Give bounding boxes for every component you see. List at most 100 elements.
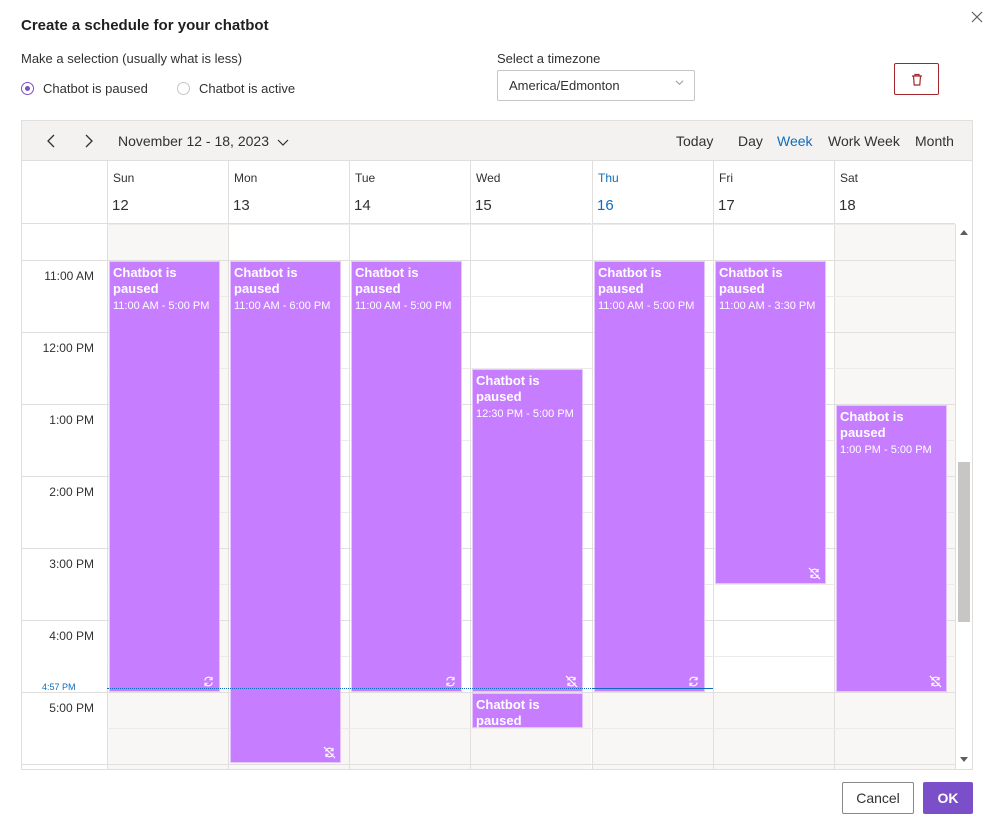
day-number: 16 bbox=[597, 197, 614, 214]
radio-unchecked-icon bbox=[177, 82, 190, 95]
day-header-sat[interactable]: Sat 18 bbox=[834, 161, 955, 224]
day-column[interactable] bbox=[349, 224, 470, 769]
delete-button[interactable] bbox=[894, 63, 939, 95]
day-header-tue[interactable]: Tue 14 bbox=[349, 161, 470, 224]
close-icon[interactable] bbox=[968, 8, 986, 26]
cancel-button[interactable]: Cancel bbox=[842, 782, 914, 814]
event-time: 11:00 AM - 3:30 PM bbox=[719, 300, 816, 312]
day-column[interactable] bbox=[470, 224, 591, 769]
schedule-event[interactable]: Chatbot is paused 12:30 PM - 5:00 PM bbox=[472, 369, 583, 692]
ok-button[interactable]: OK bbox=[923, 782, 973, 814]
event-title: Chatbot is paused bbox=[719, 265, 783, 296]
header-corner bbox=[22, 161, 107, 224]
day-number: 13 bbox=[233, 197, 250, 214]
vertical-scrollbar[interactable] bbox=[957, 224, 972, 769]
timezone-label: Select a timezone bbox=[497, 51, 601, 66]
half-hour-gridline bbox=[107, 224, 956, 225]
chevron-down-icon bbox=[675, 78, 684, 90]
radio-chatbot-active[interactable]: Chatbot is active bbox=[177, 81, 295, 96]
scroll-down-icon[interactable] bbox=[960, 757, 968, 762]
non-working-shade bbox=[593, 692, 713, 769]
no-repeat-icon bbox=[808, 567, 821, 580]
day-number: 14 bbox=[354, 197, 371, 214]
no-repeat-icon bbox=[323, 746, 336, 759]
radio-label: Chatbot is active bbox=[199, 81, 296, 96]
current-time-line-today bbox=[593, 688, 713, 690]
day-column[interactable] bbox=[107, 224, 228, 769]
day-name: Fri bbox=[719, 171, 733, 185]
view-work-week-button[interactable]: Work Week bbox=[828, 133, 900, 149]
schedule-event[interactable]: Chatbot is paused 1:00 PM - 5:00 PM bbox=[836, 405, 947, 692]
day-header-thu[interactable]: Thu 16 bbox=[592, 161, 713, 224]
chevron-left-icon[interactable] bbox=[42, 131, 60, 151]
day-header-wed[interactable]: Wed 15 bbox=[470, 161, 591, 224]
view-week-button[interactable]: Week bbox=[777, 133, 813, 149]
timezone-value: America/Edmonton bbox=[509, 78, 620, 93]
day-number: 15 bbox=[475, 197, 492, 214]
event-time: 12:30 PM - 5:00 PM bbox=[476, 408, 574, 420]
day-header-fri[interactable]: Fri 17 bbox=[713, 161, 834, 224]
time-label: 11:00 AM bbox=[44, 269, 94, 283]
time-label: 3:00 PM bbox=[49, 557, 94, 571]
repeat-icon bbox=[687, 675, 700, 688]
event-time: 11:00 AM - 5:00 PM bbox=[355, 300, 452, 312]
hour-gridline bbox=[22, 764, 956, 765]
half-hour-gridline bbox=[107, 368, 956, 369]
chevron-right-icon[interactable] bbox=[80, 131, 98, 151]
day-number: 18 bbox=[839, 197, 856, 214]
dialog-title: Create a schedule for your chatbot bbox=[21, 17, 269, 34]
time-label: 4:00 PM bbox=[49, 629, 94, 643]
date-range-picker[interactable]: November 12 - 18, 2023 bbox=[118, 133, 269, 149]
calendar-toolbar: November 12 - 18, 2023 Today Day Week Wo… bbox=[22, 121, 972, 161]
day-column[interactable] bbox=[592, 224, 713, 769]
day-header-mon[interactable]: Mon 13 bbox=[228, 161, 349, 224]
day-column[interactable] bbox=[228, 224, 349, 769]
day-header-sun[interactable]: Sun 12 bbox=[107, 161, 228, 224]
schedule-event[interactable]: Chatbot is paused 11:00 AM - 5:00 PM bbox=[109, 261, 220, 692]
time-grid: 11:00 AM 12:00 PM 1:00 PM 2:00 PM 3:00 PM 4:0… bbox=[22, 224, 956, 769]
schedule-event[interactable]: Chatbot is paused 11:00 AM - 5:00 PM bbox=[351, 261, 462, 692]
schedule-event[interactable]: Chatbot is paused 11:00 AM - 5:00 PM bbox=[594, 261, 705, 692]
today-button[interactable]: Today bbox=[676, 133, 714, 149]
scrollbar-thumb[interactable] bbox=[958, 462, 970, 622]
day-name: Sun bbox=[113, 171, 135, 185]
radio-checked-icon bbox=[21, 82, 34, 95]
day-number: 17 bbox=[718, 197, 735, 214]
day-column[interactable] bbox=[834, 224, 955, 769]
day-name: Mon bbox=[234, 171, 258, 185]
view-day-button[interactable]: Day bbox=[738, 133, 763, 149]
time-label: 12:00 PM bbox=[42, 341, 94, 355]
time-label: 5:00 PM bbox=[49, 701, 94, 715]
radio-chatbot-paused[interactable]: Chatbot is paused bbox=[21, 81, 148, 96]
event-time: 11:00 AM - 6:00 PM bbox=[234, 300, 331, 312]
schedule-event[interactable]: Chatbot is paused bbox=[472, 693, 583, 728]
event-title: Chatbot is paused bbox=[840, 409, 904, 440]
non-working-shade bbox=[714, 692, 834, 769]
grid-right-border bbox=[955, 224, 956, 769]
time-label: 1:00 PM bbox=[49, 413, 94, 427]
day-name: Wed bbox=[476, 171, 501, 185]
event-title: Chatbot is paused bbox=[476, 697, 540, 728]
day-name: Thu bbox=[598, 171, 619, 185]
radio-label: Chatbot is paused bbox=[43, 81, 148, 96]
selection-label: Make a selection (usually what is less) bbox=[21, 51, 243, 66]
day-column[interactable] bbox=[713, 224, 834, 769]
view-month-button[interactable]: Month bbox=[915, 133, 954, 149]
day-number: 12 bbox=[112, 197, 129, 214]
event-time: 1:00 PM - 5:00 PM bbox=[840, 444, 932, 456]
repeat-icon bbox=[202, 675, 215, 688]
event-time: 11:00 AM - 5:00 PM bbox=[113, 300, 210, 312]
no-repeat-icon bbox=[929, 675, 942, 688]
timezone-dropdown[interactable]: America/Edmonton bbox=[497, 70, 695, 101]
schedule-event[interactable]: Chatbot is paused 11:00 AM - 6:00 PM bbox=[230, 261, 341, 763]
half-hour-gridline bbox=[107, 728, 956, 729]
schedule-event[interactable]: Chatbot is paused 11:00 AM - 3:30 PM bbox=[715, 261, 826, 584]
non-working-shade bbox=[350, 692, 470, 769]
half-hour-gridline bbox=[107, 296, 956, 297]
event-time: 11:00 AM - 5:00 PM bbox=[598, 300, 695, 312]
event-title: Chatbot is paused bbox=[355, 265, 419, 296]
scroll-up-icon[interactable] bbox=[960, 230, 968, 235]
week-calendar: November 12 - 18, 2023 Today Day Week Wo… bbox=[21, 120, 973, 770]
hour-gridline bbox=[22, 332, 956, 333]
chevron-down-icon[interactable] bbox=[277, 135, 289, 153]
